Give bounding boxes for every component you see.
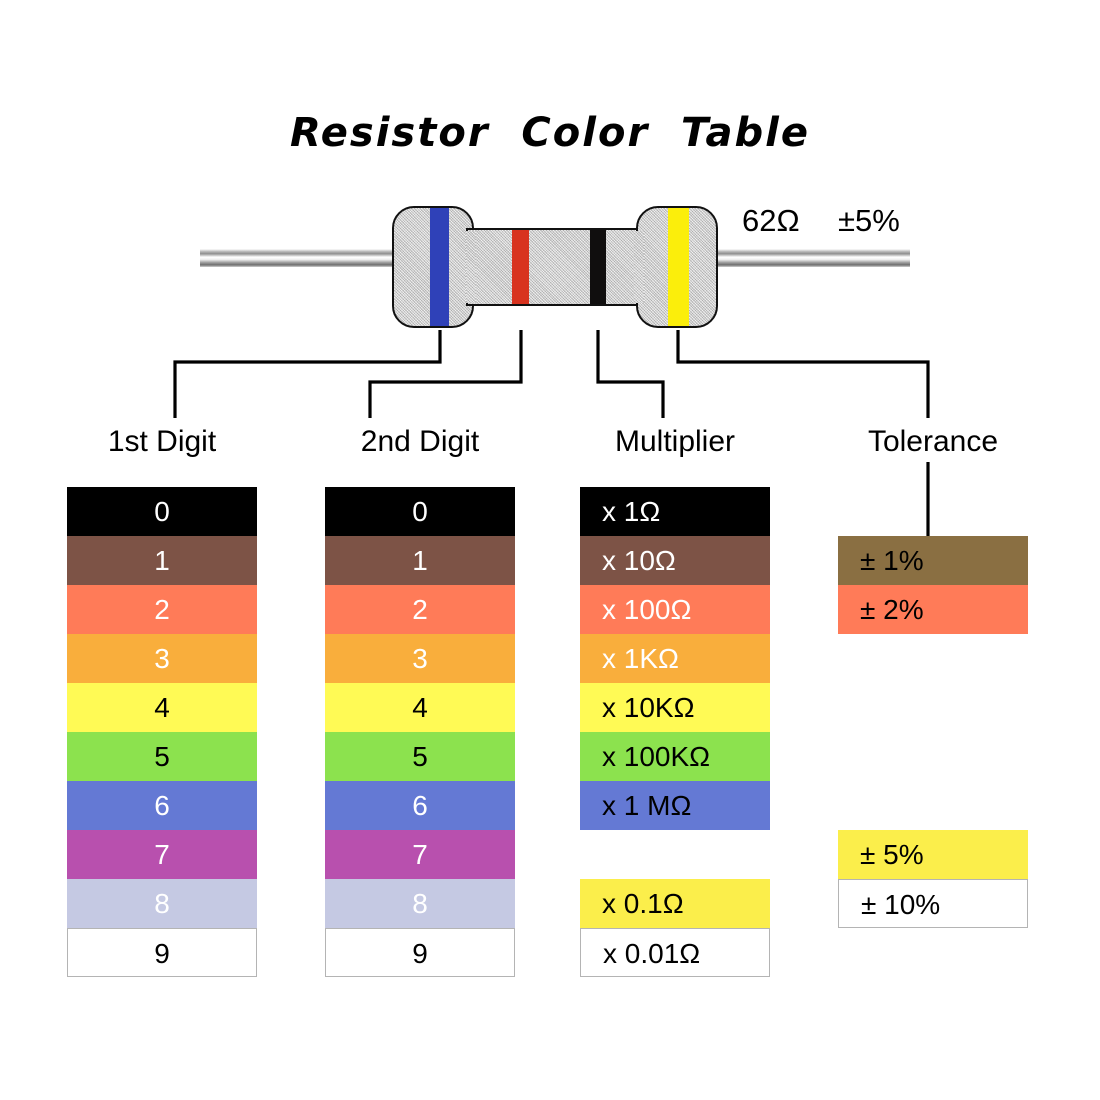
swatch-digit1-blue: 6 xyxy=(67,781,257,830)
color-table-tolerance: ± 1% ± 2% ± 5% ± 10% xyxy=(838,536,1028,928)
band-2nd-digit xyxy=(512,230,529,304)
swatch-digit2-brown: 1 xyxy=(325,536,515,585)
column-label-2nd-digit: 2nd Digit xyxy=(360,425,480,458)
swatch-digit2-yellow: 4 xyxy=(325,683,515,732)
resistor-lead-left xyxy=(200,249,405,267)
band-tolerance xyxy=(668,208,689,326)
swatch-multiplier-orange: x 1KΩ xyxy=(580,634,770,683)
swatch-digit1-orange: 3 xyxy=(67,634,257,683)
swatch-group-gap xyxy=(838,634,1028,683)
resistor-value-label: 62Ω xyxy=(742,203,800,238)
swatch-tolerance-brown: ± 1% xyxy=(838,536,1028,585)
swatch-digit1-brown: 1 xyxy=(67,536,257,585)
band-1st-digit xyxy=(430,208,449,326)
swatch-digit2-orange: 3 xyxy=(325,634,515,683)
column-label-1st-digit: 1st Digit xyxy=(107,425,217,458)
band-multiplier xyxy=(590,230,606,304)
swatch-multiplier-black: x 1Ω xyxy=(580,487,770,536)
page-title: Resistor Color Table xyxy=(289,110,811,156)
swatch-multiplier-silver: x 0.01Ω xyxy=(580,928,770,977)
swatch-multiplier-brown: x 10Ω xyxy=(580,536,770,585)
swatch-multiplier-red: x 100Ω xyxy=(580,585,770,634)
swatch-digit2-white: 9 xyxy=(325,928,515,977)
column-label-tolerance: Tolerance xyxy=(867,425,999,458)
swatch-group-gap xyxy=(580,830,770,879)
swatch-digit1-yellow: 4 xyxy=(67,683,257,732)
resistor-body-seam-right xyxy=(634,231,644,303)
swatch-digit1-white: 9 xyxy=(67,928,257,977)
swatch-digit2-green: 5 xyxy=(325,732,515,781)
swatch-digit2-black: 0 xyxy=(325,487,515,536)
swatch-multiplier-green: x 100KΩ xyxy=(580,732,770,781)
swatch-tolerance-gold: ± 5% xyxy=(838,830,1028,879)
resistor-lead-right xyxy=(700,249,910,267)
color-table-multiplier: x 1Ω x 10Ω x 100Ω x 1KΩ x 10KΩ x 100KΩ x 1 MΩ x… xyxy=(580,487,770,977)
swatch-digit2-red: 2 xyxy=(325,585,515,634)
swatch-multiplier-yellow: x 10KΩ xyxy=(580,683,770,732)
swatch-digit2-gray: 8 xyxy=(325,879,515,928)
swatch-group-gap xyxy=(838,781,1028,830)
swatch-digit1-green: 5 xyxy=(67,732,257,781)
resistor-illustration: 62Ω ±5% xyxy=(0,0,1100,400)
swatch-multiplier-gold: x 0.1Ω xyxy=(580,879,770,928)
swatch-digit2-violet: 7 xyxy=(325,830,515,879)
swatch-group-gap xyxy=(838,683,1028,732)
swatch-digit1-violet: 7 xyxy=(67,830,257,879)
resistor-body-seam-left xyxy=(466,231,476,303)
swatch-group-gap xyxy=(838,732,1028,781)
swatch-digit1-red: 2 xyxy=(67,585,257,634)
swatch-digit1-gray: 8 xyxy=(67,879,257,928)
resistor-body-middle xyxy=(466,228,644,306)
swatch-multiplier-blue: x 1 MΩ xyxy=(580,781,770,830)
swatch-tolerance-red: ± 2% xyxy=(838,585,1028,634)
swatch-digit1-black: 0 xyxy=(67,487,257,536)
resistor-tolerance-label: ±5% xyxy=(838,203,900,238)
swatch-digit2-blue: 6 xyxy=(325,781,515,830)
swatch-tolerance-silver: ± 10% xyxy=(838,879,1028,928)
column-label-multiplier: Multiplier xyxy=(614,425,736,458)
